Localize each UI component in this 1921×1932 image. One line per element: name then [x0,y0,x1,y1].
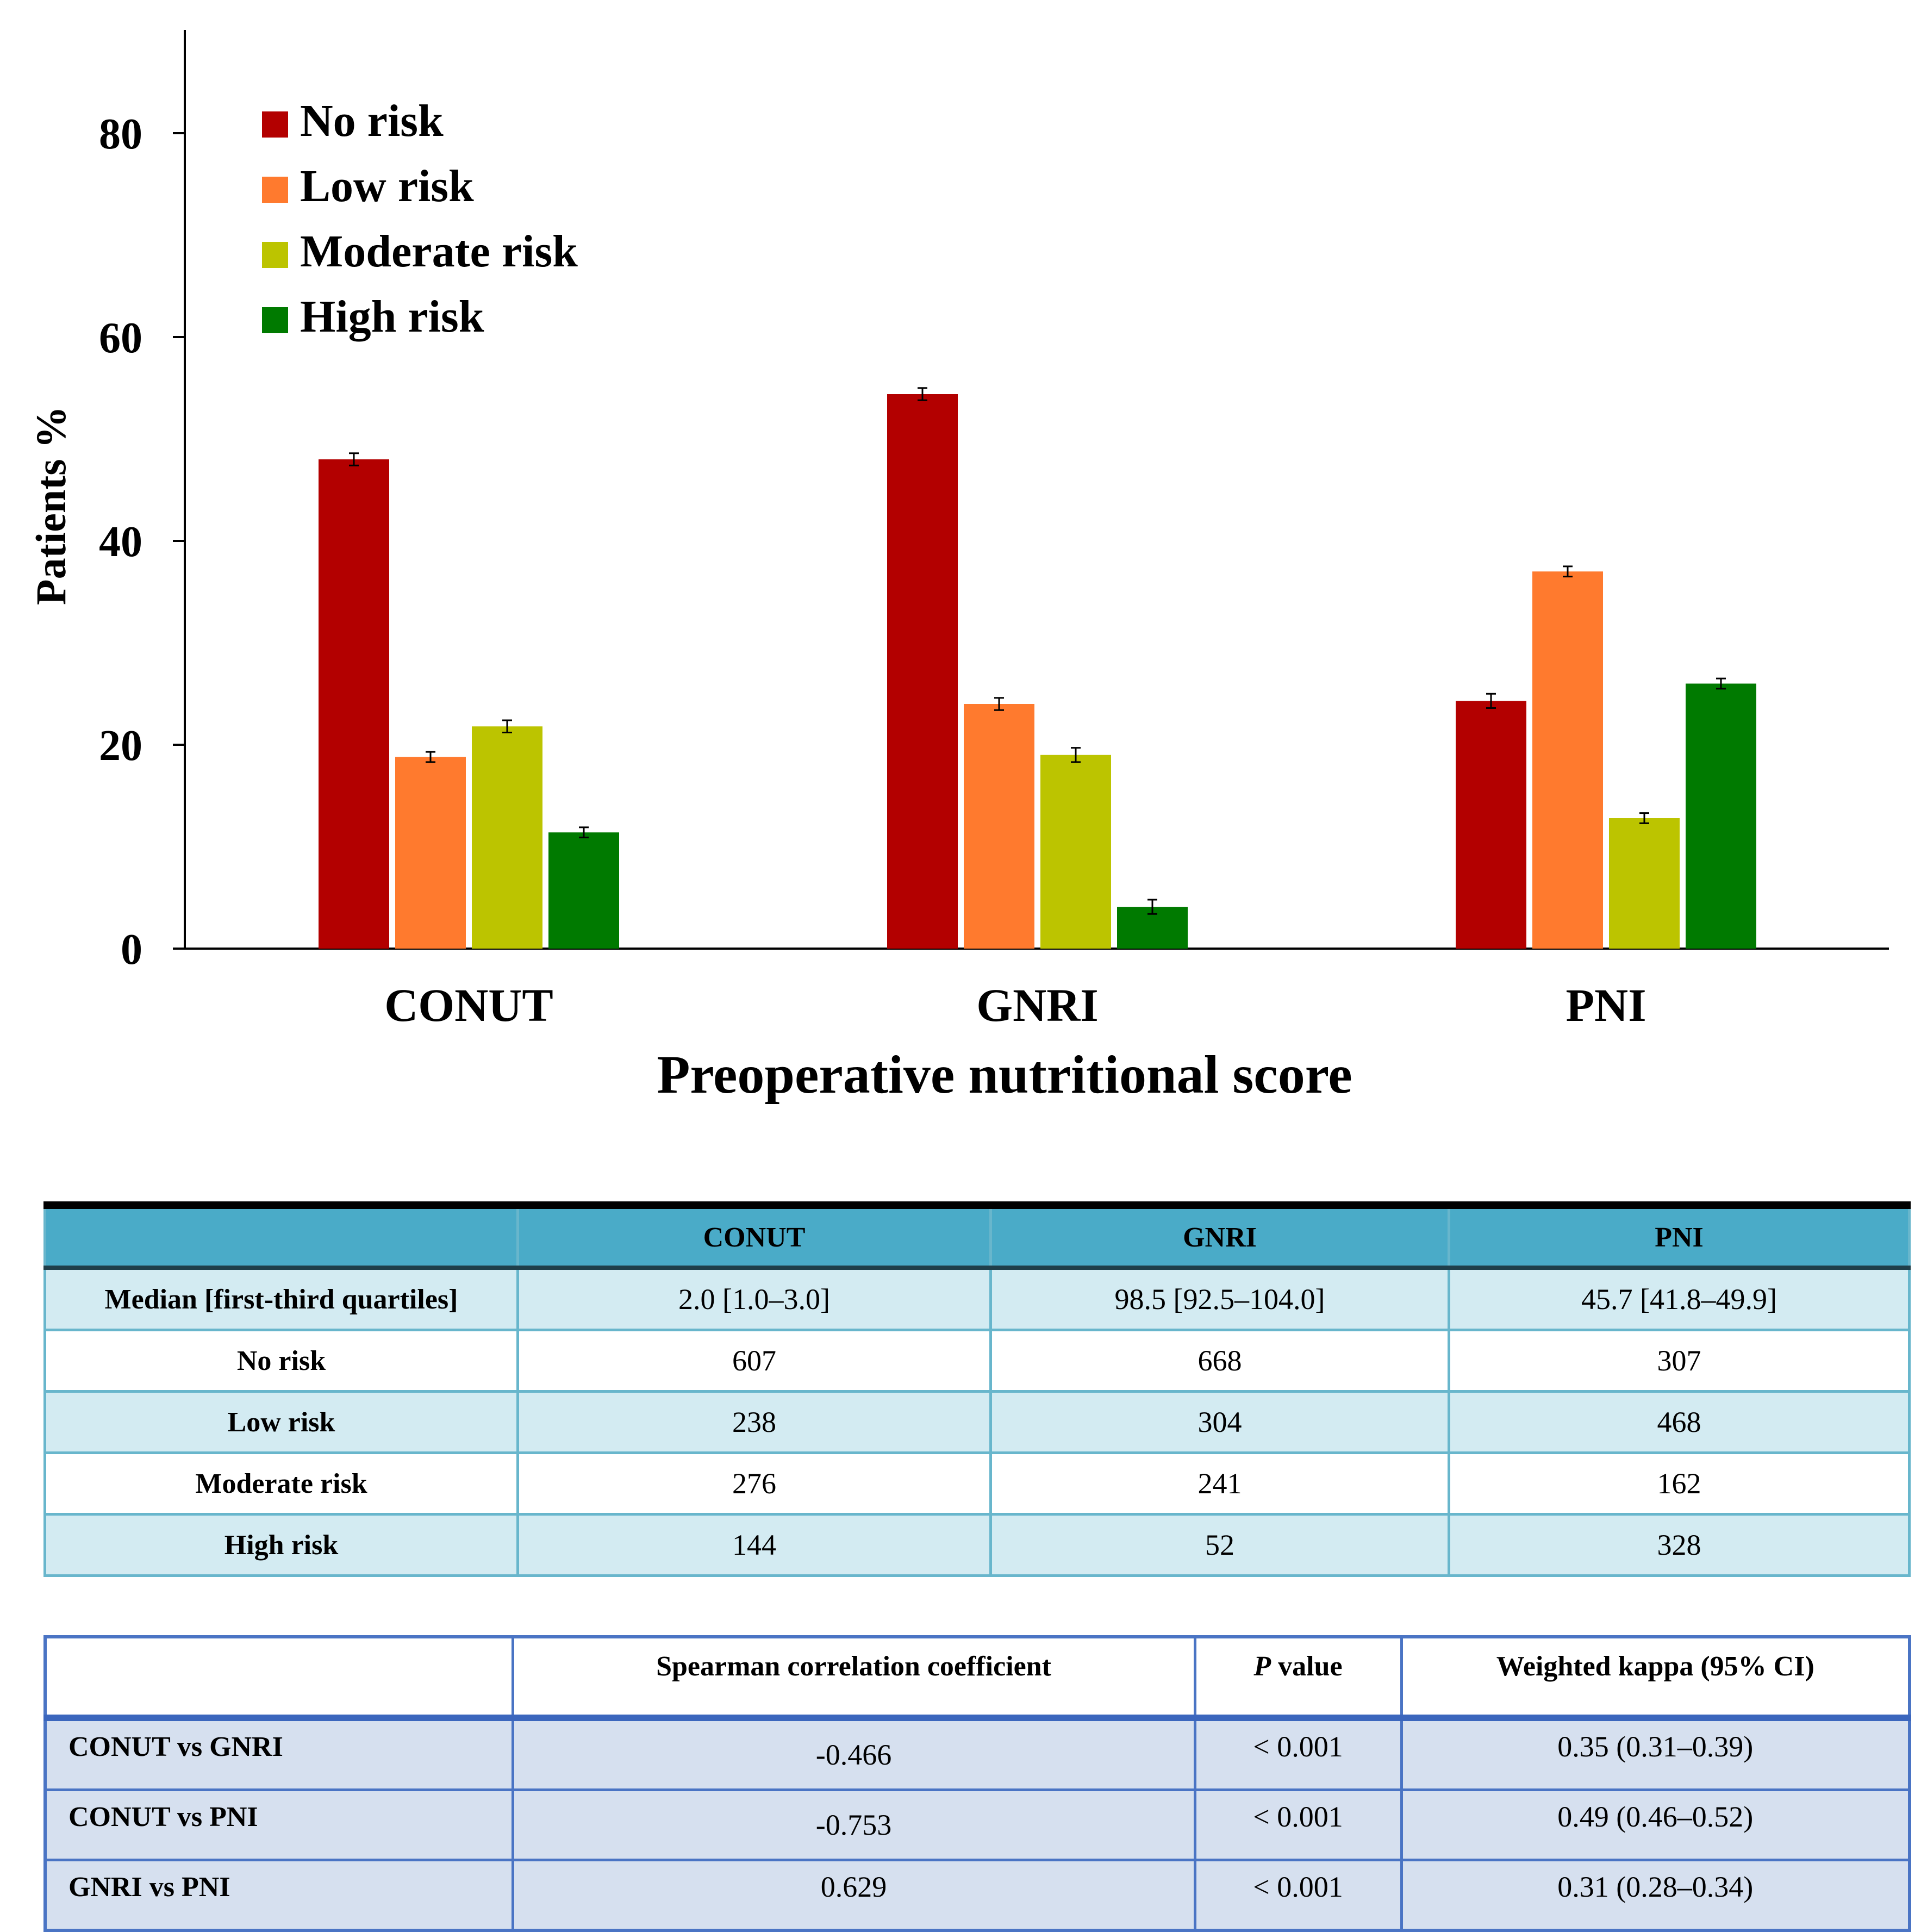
table-row: GNRI vs PNI 0.629 < 0.001 0.31 (0.28–0.3… [43,1859,1911,1932]
legend-label: Low risk [300,161,474,211]
cell-gnri: 304 [989,1390,1450,1454]
cell-pni: 307 [1448,1329,1911,1393]
cell-gnri: 52 [989,1513,1450,1577]
row-label: High risk [43,1513,519,1577]
bars [319,394,1756,949]
x-tick-label: CONUT [384,979,553,1031]
correlation-table: Spearman correlation coefficient P value… [43,1635,1911,1932]
bar [1456,701,1526,949]
row-label: CONUT vs PNI [43,1788,514,1861]
table-row: No risk 607 668 307 [43,1329,1911,1393]
bar [1532,571,1603,949]
legend-swatch [262,307,288,333]
cell-conut: 2.0 [1.0–3.0] [516,1266,992,1331]
cell-conut: 607 [516,1329,992,1393]
x-tick-label: GNRI [976,979,1099,1031]
legend-swatch [262,242,288,268]
bar [395,757,466,949]
bar [548,832,619,949]
cell-p-value: < 0.001 [1193,1859,1403,1932]
row-label: Low risk [43,1390,519,1454]
legend-swatch [262,177,288,203]
y-axis-ticks: 0 20 40 60 80 [99,110,185,974]
cell-pni: 468 [1448,1390,1911,1454]
cell-kappa: 0.49 (0.46–0.52) [1400,1788,1911,1861]
x-axis-label: Preoperative nutritional score [657,1044,1352,1105]
cell-pni: 328 [1448,1513,1911,1577]
cell-spearman: -0.466 [511,1716,1196,1791]
row-label: Median [first-third quartiles] [43,1266,519,1331]
cell-gnri: 241 [989,1451,1450,1516]
cell-p-value: < 0.001 [1193,1716,1403,1791]
bar [887,394,958,949]
cell-spearman: 0.629 [511,1859,1196,1932]
legend-label: High risk [300,291,484,342]
legend: No risk Low risk Moderate risk High risk [262,96,578,342]
legend-label: Moderate risk [300,226,578,277]
table-row: CONUT vs PNI -0.753 < 0.001 0.49 (0.46–0… [43,1788,1911,1861]
cell-conut: 238 [516,1390,992,1454]
x-tick-label: PNI [1566,979,1646,1031]
y-axis-label: Patients % [27,406,74,605]
y-tick-label: 40 [99,518,142,566]
y-tick-label: 0 [121,926,142,974]
bar [964,704,1034,949]
p-italic: P [1253,1651,1271,1682]
cell-pni: 45.7 [41.8–49.9] [1448,1266,1911,1331]
legend-swatch [262,111,288,138]
y-tick-label: 80 [99,110,142,158]
cell-gnri: 668 [989,1329,1450,1393]
legend-label: No risk [300,96,444,146]
x-axis-tick-labels: CONUT GNRI PNI [384,979,1646,1031]
table1-header-gnri: GNRI [989,1204,1450,1270]
table1-header-pni: PNI [1448,1204,1911,1270]
bar-chart: 0 20 40 60 80 CONUT GNRI PNI No risk Low risk Mo… [27,30,1889,1105]
table2-header-p-value: P value [1193,1635,1403,1721]
cell-p-value: < 0.001 [1193,1788,1403,1861]
cell-kappa: 0.35 (0.31–0.39) [1400,1716,1911,1791]
row-label: CONUT vs GNRI [43,1716,514,1791]
row-label: Moderate risk [43,1451,519,1516]
table-row: Moderate risk 276 241 162 [43,1451,1911,1516]
table-row: High risk 144 52 328 [43,1513,1911,1577]
table1-header-blank [43,1204,519,1270]
cell-spearman: -0.753 [511,1788,1196,1861]
error-bars [349,387,1726,915]
table-row: Low risk 238 304 468 [43,1390,1911,1454]
y-tick-label: 60 [99,314,142,362]
bar [1609,818,1680,949]
table2-header-spearman: Spearman correlation coefficient [511,1635,1196,1721]
cell-conut: 276 [516,1451,992,1516]
table-row: Median [first-third quartiles] 2.0 [1.0–… [43,1266,1911,1331]
table1-header-conut: CONUT [516,1204,992,1270]
cell-pni: 162 [1448,1451,1911,1516]
row-label: GNRI vs PNI [43,1859,514,1932]
table-row: CONUT vs GNRI -0.466 < 0.001 0.35 (0.31–… [43,1716,1911,1791]
cell-conut: 144 [516,1513,992,1577]
y-tick-label: 20 [99,722,142,770]
bar [1686,683,1756,949]
p-rest: value [1271,1651,1343,1682]
bar [319,459,389,949]
table2-header-kappa: Weighted kappa (95% CI) [1400,1635,1911,1721]
table2-header-blank [43,1635,514,1721]
bar [472,726,542,949]
risk-counts-table: CONUT GNRI PNI Median [first-third quart… [43,1201,1911,1577]
cell-kappa: 0.31 (0.28–0.34) [1400,1859,1911,1932]
cell-gnri: 98.5 [92.5–104.0] [989,1266,1450,1331]
bar [1040,755,1111,949]
row-label: No risk [43,1329,519,1393]
